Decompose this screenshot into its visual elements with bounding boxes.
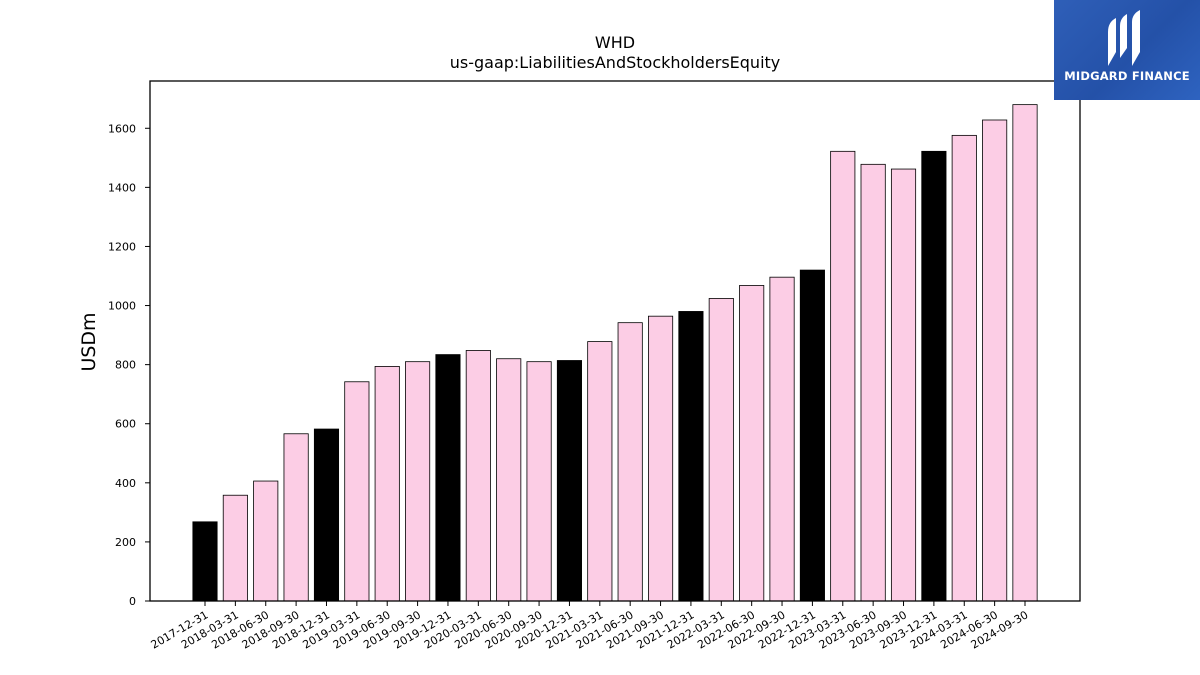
bar-2018-12-31 — [313, 428, 340, 602]
bar-2022-12-31 — [799, 269, 825, 602]
bar-2018-03-31 — [222, 494, 248, 602]
bar-2023-03-31 — [830, 150, 856, 602]
bar-2023-12-31 — [921, 150, 947, 602]
bar-2020-03-31 — [465, 350, 491, 602]
bar-2017-12-31 — [192, 521, 218, 602]
bar-2019-03-31 — [344, 381, 370, 602]
y-tick-label: 400 — [115, 477, 136, 490]
chart-title: WHD — [595, 33, 635, 52]
y-axis-label: USDm — [78, 312, 100, 371]
bar-2018-06-30 — [253, 480, 279, 602]
bar-2023-06-30 — [860, 163, 886, 602]
bar-2019-06-30 — [374, 366, 400, 602]
bar-2024-03-31 — [951, 134, 977, 602]
y-tick-label: 1400 — [108, 181, 136, 194]
y-tick-label: 1000 — [108, 300, 136, 313]
y-tick-label: 200 — [115, 536, 136, 549]
bar-2021-09-30 — [648, 315, 674, 602]
bar-2019-12-31 — [435, 354, 461, 602]
bar-2018-09-30 — [283, 433, 309, 602]
bar-2020-09-30 — [526, 361, 552, 602]
y-axis-ticks: 0 200 400 600 800 1000 1200 1400 1600 — [108, 122, 150, 608]
chart-subtitle: us-gaap:LiabilitiesAndStockholdersEquity — [450, 53, 781, 72]
bar-2019-09-30 — [405, 361, 431, 602]
bar-2021-06-30 — [617, 322, 643, 602]
bar-2022-09-30 — [769, 276, 795, 602]
x-axis-ticks: 2017-12-312018-03-312018-06-302018-09-30… — [149, 601, 1031, 652]
bar-2020-12-31 — [556, 360, 582, 602]
y-tick-label: 600 — [115, 418, 136, 431]
bars — [192, 104, 1038, 602]
bar-2023-09-30 — [890, 168, 917, 602]
bar-2021-03-31 — [587, 341, 613, 602]
bar-2021-12-31 — [678, 311, 704, 602]
midgard-finance-logo: MIDGARD FINANCE — [1054, 0, 1200, 100]
bar-2020-06-30 — [496, 358, 522, 602]
y-tick-label: 1600 — [108, 122, 136, 135]
bar-2022-06-30 — [739, 285, 765, 602]
plot-frame — [149, 80, 1081, 602]
y-tick-label: 0 — [129, 595, 136, 608]
y-tick-label: 800 — [115, 359, 136, 372]
bar-2022-03-31 — [708, 298, 734, 602]
y-tick-label: 1200 — [108, 240, 136, 253]
bar-2024-09-30 — [1012, 104, 1038, 602]
bar-2024-06-30 — [982, 119, 1008, 602]
logo-text: MIDGARD FINANCE — [1064, 69, 1190, 83]
midgard-logo-icon — [1108, 10, 1140, 66]
